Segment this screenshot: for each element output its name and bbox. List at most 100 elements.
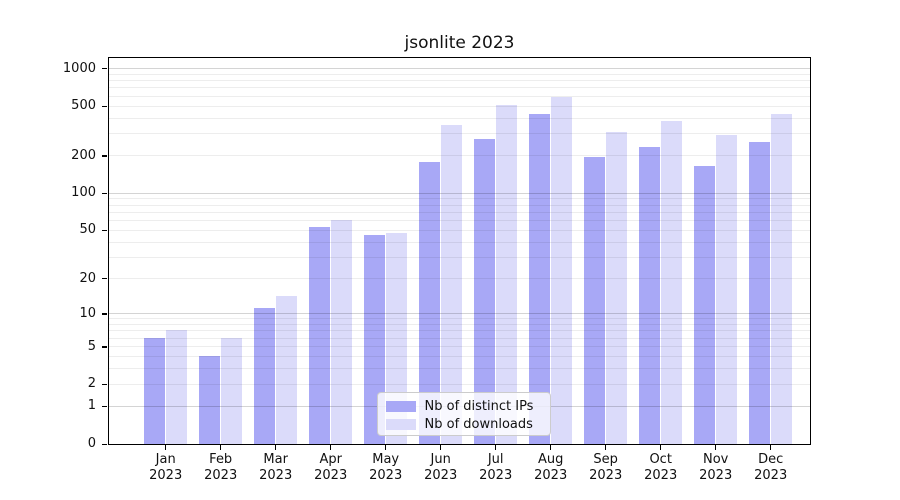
x-tick-mark — [220, 444, 222, 450]
x-tick-label: Nov 2023 — [699, 452, 733, 483]
bar-distinct-ips — [583, 157, 605, 444]
y-tick-label: 20 — [79, 270, 96, 286]
y-tick-mark — [102, 405, 107, 408]
legend-swatch-distinct-ips — [385, 401, 416, 412]
minor-gridline — [108, 133, 810, 135]
minor-gridline — [108, 204, 810, 206]
x-tick-mark — [440, 444, 442, 450]
y-tick-label: 500 — [71, 98, 96, 114]
y-tick-label: 5 — [87, 338, 96, 354]
bar-distinct-ips — [693, 165, 715, 444]
legend-swatch-downloads — [385, 419, 416, 430]
x-tick-label: Jun 2023 — [424, 452, 458, 483]
y-tick-label: 1000 — [62, 60, 96, 76]
minor-gridline — [108, 330, 810, 332]
bar-downloads — [495, 104, 517, 444]
x-tick-mark — [660, 444, 662, 450]
bar-downloads — [330, 220, 352, 444]
bar-downloads — [275, 296, 297, 444]
bar-distinct-ips — [638, 146, 660, 444]
minor-gridline — [108, 256, 810, 258]
minor-gridline — [108, 105, 810, 107]
y-tick-mark — [102, 68, 107, 70]
x-tick-label: Jul 2023 — [479, 452, 513, 483]
bar-distinct-ips — [748, 141, 770, 444]
grid-layer — [108, 58, 810, 444]
bar-downloads — [605, 131, 627, 444]
minor-gridline — [108, 211, 810, 213]
y-tick-mark — [102, 383, 107, 386]
bar-downloads — [165, 330, 187, 444]
bar-distinct-ips — [253, 308, 275, 444]
minor-gridline — [108, 198, 810, 200]
x-tick-mark — [385, 444, 387, 450]
minor-gridline — [108, 220, 810, 222]
bars-layer — [109, 58, 810, 444]
minor-gridline — [108, 117, 810, 119]
x-tick-mark — [495, 444, 497, 450]
x-tick-mark — [715, 444, 717, 450]
minor-gridline — [108, 241, 810, 243]
major-gridline — [108, 313, 810, 315]
y-tick-label: 200 — [71, 147, 96, 163]
bar-distinct-ips — [473, 139, 495, 444]
x-tick-label: Jan 2023 — [149, 452, 183, 483]
bar-downloads — [715, 135, 737, 444]
minor-gridline — [108, 278, 810, 280]
y-tick-label: 100 — [71, 185, 96, 201]
x-tick-mark — [330, 444, 332, 450]
y-tick-mark — [102, 105, 107, 107]
y-tick-label: 0 — [87, 436, 96, 451]
minor-gridline — [108, 318, 810, 320]
x-tick-mark — [605, 444, 607, 450]
y-tick-mark — [102, 155, 107, 157]
y-tick-label: 2 — [87, 376, 96, 392]
y-tick-label: 50 — [79, 222, 96, 238]
minor-gridline — [108, 368, 810, 370]
minor-gridline — [108, 383, 810, 385]
minor-gridline — [108, 229, 810, 231]
y-tick-label: 10 — [79, 305, 96, 321]
plot-area: Nb of distinct IPs Nb of downloads — [107, 56, 811, 445]
x-tick-label: Apr 2023 — [314, 452, 348, 483]
legend: Nb of distinct IPs Nb of downloads — [376, 391, 551, 436]
x-tick-mark — [275, 444, 277, 450]
y-tick-mark — [102, 278, 107, 280]
x-tick-mark — [770, 444, 772, 450]
bar-downloads — [440, 124, 462, 444]
x-tick-label: Dec 2023 — [754, 452, 788, 483]
x-tick-label: Mar 2023 — [259, 452, 293, 483]
legend-label-downloads: Nb of downloads — [424, 417, 533, 432]
bar-distinct-ips — [198, 356, 220, 444]
y-tick-label: 1 — [87, 398, 96, 414]
minor-gridline — [108, 324, 810, 326]
x-tick-label: Oct 2023 — [644, 452, 678, 483]
minor-gridline — [108, 346, 810, 348]
bar-downloads — [770, 114, 792, 444]
major-gridline — [108, 192, 810, 194]
bar-downloads — [385, 233, 407, 444]
minor-gridline — [108, 80, 810, 82]
minor-gridline — [108, 337, 810, 339]
y-tick-mark — [102, 443, 107, 445]
bar-distinct-ips — [418, 161, 440, 444]
minor-gridline — [108, 356, 810, 358]
y-tick-mark — [102, 192, 107, 195]
x-tick-label: Aug 2023 — [534, 452, 568, 483]
major-gridline — [108, 68, 810, 69]
bar-distinct-ips — [528, 114, 550, 444]
minor-gridline — [108, 95, 810, 97]
x-tick-label: Feb 2023 — [204, 452, 238, 483]
minor-gridline — [108, 155, 810, 157]
bar-downloads — [220, 337, 242, 444]
y-tick-mark — [102, 229, 107, 232]
bar-distinct-ips — [143, 337, 165, 444]
chart-title: jsonlite 2023 — [404, 33, 515, 53]
x-tick-label: Sep 2023 — [589, 452, 623, 483]
bar-downloads — [550, 96, 572, 444]
legend-label-distinct-ips: Nb of distinct IPs — [424, 399, 534, 414]
bar-distinct-ips — [363, 235, 385, 444]
x-tick-mark — [165, 444, 167, 450]
legend-row-downloads: Nb of downloads — [385, 416, 542, 434]
